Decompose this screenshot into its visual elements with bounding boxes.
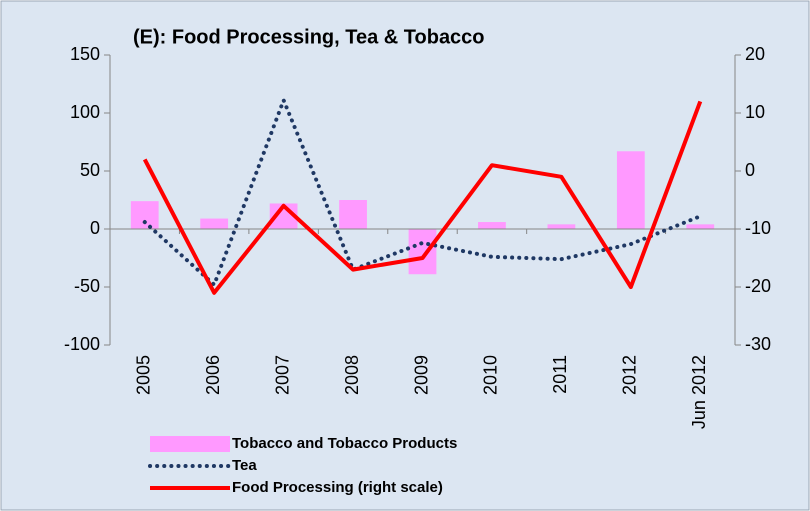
x-tick-label: Jun 2012 [689, 355, 709, 429]
y2-tick-label: -30 [745, 334, 771, 354]
y-tick-label: -50 [74, 276, 100, 296]
y-tick-label: 150 [70, 44, 100, 64]
y2-tick-label: -20 [745, 276, 771, 296]
y2-tick-label: 10 [745, 102, 765, 122]
legend-swatch [150, 436, 230, 452]
x-tick-label: 2006 [203, 355, 223, 395]
bar [408, 229, 437, 275]
line-series [142, 98, 703, 287]
y-tick-label: -100 [64, 334, 100, 354]
x-tick-label: 2007 [272, 355, 292, 395]
legend-label: Tea [232, 457, 257, 474]
x-tick-label: 2009 [411, 355, 431, 395]
y2-tick-label: -10 [745, 218, 771, 238]
chart-title: (E): Food Processing, Tea & Tobacco [133, 26, 485, 48]
legend-label: Tobacco and Tobacco Products [232, 435, 457, 452]
x-tick-label: 2011 [550, 355, 570, 394]
x-tick-label: 2008 [342, 355, 362, 395]
bar [130, 201, 159, 229]
bar [616, 151, 645, 229]
x-tick-label: 2005 [133, 355, 153, 395]
y2-tick-label: 0 [745, 160, 755, 180]
y-tick-label: 0 [90, 218, 100, 238]
legend-label: Food Processing (right scale) [232, 479, 443, 496]
y-tick-label: 50 [80, 160, 100, 180]
x-tick-label: 2012 [620, 355, 640, 395]
y2-tick-label: 20 [745, 44, 765, 64]
x-tick-label: 2010 [481, 355, 501, 395]
bar [339, 200, 367, 229]
y-tick-label: 100 [70, 102, 100, 122]
bar [686, 224, 715, 229]
bar [478, 222, 506, 229]
bar [200, 218, 229, 229]
line-series [142, 100, 703, 295]
bar [547, 224, 576, 229]
